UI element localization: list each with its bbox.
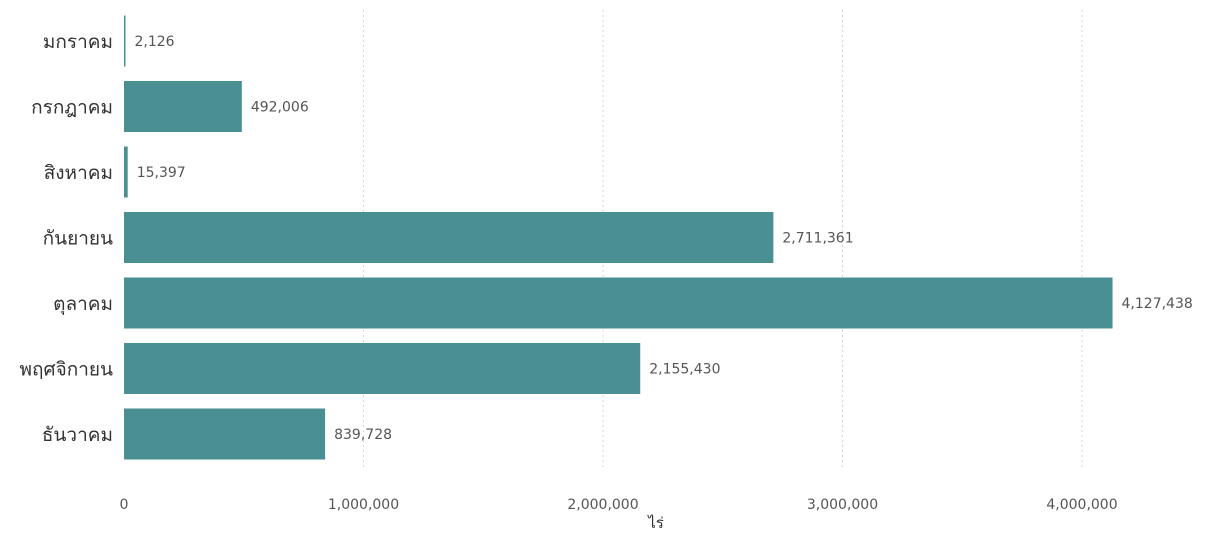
bar-3 bbox=[124, 212, 774, 263]
data-label-5: 2,155,430 bbox=[649, 362, 720, 378]
x-tick-label-2: 2,000,000 bbox=[567, 497, 638, 513]
bar-2 bbox=[124, 146, 128, 198]
category-label-0: มกราคม bbox=[43, 31, 113, 53]
data-label-4: 4,127,438 bbox=[1122, 296, 1193, 312]
data-label-6: 839,728 bbox=[334, 427, 392, 443]
bar-0 bbox=[124, 15, 126, 67]
x-tick-label-3: 3,000,000 bbox=[807, 497, 878, 513]
x-axis-title: ไร่ bbox=[647, 514, 664, 532]
x-axis-ticks: 0 1,000,000 2,000,000 3,000,000 4,000,000 bbox=[120, 497, 1118, 513]
category-label-1: กรกฎาคม bbox=[31, 97, 113, 119]
category-labels: มกราคมกรกฎาคมสิงหาคมกันยายนตุลาคมพฤศจิกา… bbox=[19, 31, 113, 446]
data-label-2: 15,397 bbox=[137, 165, 186, 181]
data-label-0: 2,126 bbox=[135, 34, 175, 50]
bar-5 bbox=[124, 343, 641, 394]
data-labels: 2,126 492,006 15,397 2,711,361 4,127,438 2,15… bbox=[135, 34, 1193, 443]
data-label-1: 492,006 bbox=[251, 100, 309, 116]
bar-6 bbox=[124, 408, 326, 460]
bar-4 bbox=[124, 277, 1113, 329]
x-tick-label-1: 1,000,000 bbox=[328, 497, 399, 513]
category-label-3: กันยายน bbox=[43, 228, 113, 250]
x-tick-label-4: 4,000,000 bbox=[1046, 497, 1117, 513]
category-label-4: ตุลาคม bbox=[53, 293, 113, 316]
category-label-2: สิงหาคม bbox=[44, 162, 113, 184]
bar-1 bbox=[124, 81, 242, 132]
x-tick-label-0: 0 bbox=[120, 497, 129, 513]
category-label-6: ธันวาคม bbox=[42, 424, 113, 446]
bars bbox=[124, 15, 1113, 460]
category-label-5: พฤศจิกายน bbox=[19, 359, 113, 381]
data-label-3: 2,711,361 bbox=[782, 231, 853, 247]
